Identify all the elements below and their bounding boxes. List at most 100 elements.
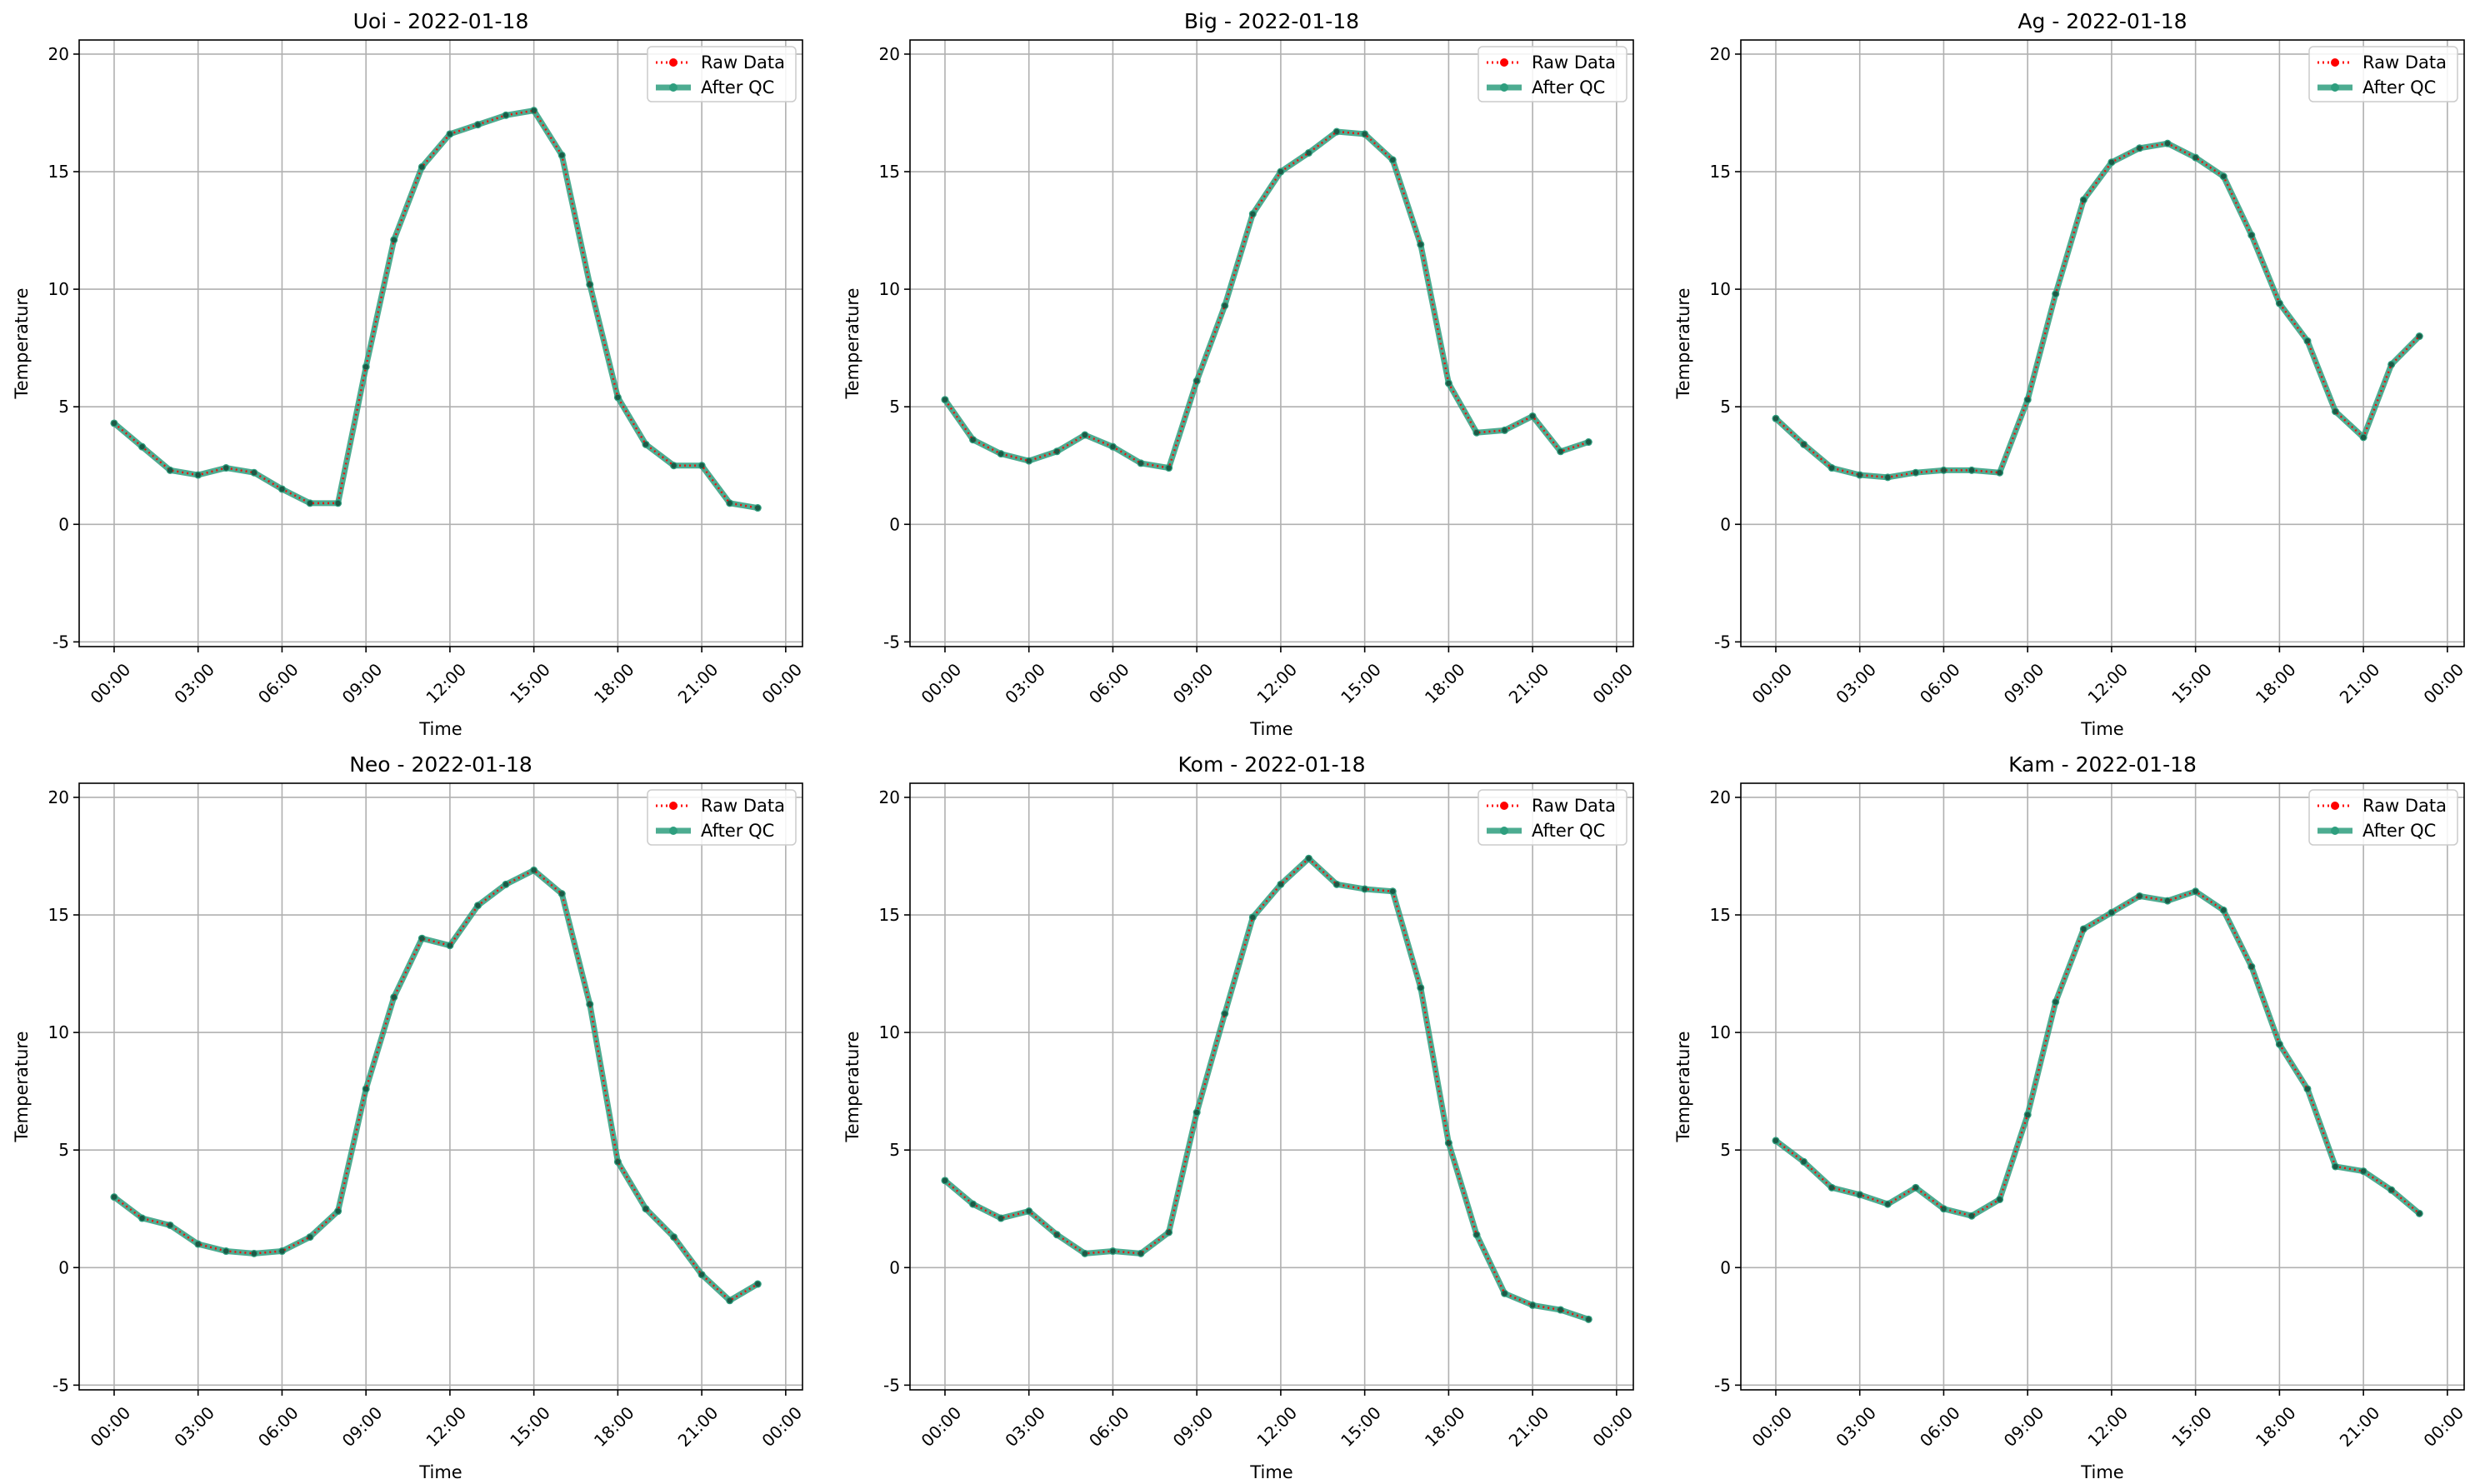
raw-data-point bbox=[1941, 467, 1947, 473]
y-tick-label: -5 bbox=[52, 1375, 69, 1395]
raw-data-point bbox=[1418, 242, 1424, 247]
raw-data-point bbox=[642, 1206, 649, 1212]
raw-data-point bbox=[2108, 909, 2115, 916]
x-tick-label: 21:00 bbox=[674, 659, 722, 707]
y-tick-label: 0 bbox=[889, 514, 900, 534]
y-tick-label: 0 bbox=[1720, 514, 1731, 534]
x-tick-label: 21:00 bbox=[674, 1402, 722, 1451]
x-tick-label: 18:00 bbox=[2252, 1402, 2300, 1451]
raw-data-point bbox=[755, 505, 761, 511]
x-tick-label: 00:00 bbox=[87, 659, 135, 707]
raw-data-point bbox=[1166, 1229, 1172, 1236]
raw-data-point bbox=[642, 442, 649, 447]
raw-data-point bbox=[1110, 443, 1116, 450]
raw-data-point bbox=[1968, 1212, 1975, 1219]
raw-data-point bbox=[139, 443, 145, 450]
raw-data-point bbox=[2164, 897, 2171, 904]
raw-data-point bbox=[942, 1177, 948, 1184]
x-tick-label: 00:00 bbox=[2419, 659, 2468, 707]
y-tick-label: 10 bbox=[879, 1022, 900, 1042]
x-tick-label: 12:00 bbox=[1252, 1402, 1301, 1451]
raw-data-point bbox=[335, 500, 341, 507]
series-line-raw-data bbox=[1775, 890, 2421, 1217]
x-tick-label: 09:00 bbox=[1169, 659, 1218, 707]
raw-data-point bbox=[111, 420, 118, 427]
raw-data-point bbox=[531, 867, 537, 873]
raw-data-point bbox=[167, 467, 173, 473]
raw-data-point bbox=[279, 1248, 285, 1254]
raw-data-point bbox=[1306, 856, 1312, 862]
y-tick-label: 20 bbox=[1710, 44, 1731, 64]
raw-data-point bbox=[307, 1234, 313, 1240]
y-tick-label: 5 bbox=[1720, 1140, 1731, 1160]
raw-data-point bbox=[1446, 1140, 1452, 1146]
y-tick-label: 15 bbox=[879, 905, 900, 925]
series-line-raw-data bbox=[1775, 142, 2421, 479]
raw-data-point bbox=[307, 500, 313, 507]
x-tick-label: 00:00 bbox=[758, 1402, 806, 1451]
axes-frame bbox=[78, 39, 803, 647]
y-tick-label: 0 bbox=[1720, 1257, 1731, 1277]
raw-data-point bbox=[1278, 882, 1284, 887]
raw-data-point bbox=[251, 469, 258, 476]
x-axis-label: Time bbox=[418, 1462, 462, 1482]
raw-data-point bbox=[671, 1234, 677, 1240]
raw-data-point bbox=[1502, 427, 1508, 433]
raw-data-point bbox=[2360, 434, 2367, 441]
series-line-after-qc bbox=[112, 867, 760, 1304]
y-tick-label: -5 bbox=[1714, 1375, 1731, 1395]
x-tick-label: 00:00 bbox=[758, 659, 806, 707]
raw-data-point bbox=[1193, 1109, 1200, 1116]
y-tick-label: 15 bbox=[1710, 905, 1731, 925]
raw-data-point bbox=[1306, 150, 1312, 156]
raw-data-point bbox=[223, 465, 229, 471]
x-tick-label: 03:00 bbox=[170, 1402, 218, 1451]
raw-data-point bbox=[2304, 1086, 2311, 1092]
legend-marker-raw-data bbox=[2331, 802, 2339, 810]
raw-data-point bbox=[1885, 474, 1891, 481]
x-tick-label: 12:00 bbox=[422, 1402, 470, 1451]
raw-data-point bbox=[727, 1297, 732, 1303]
legend-marker-raw-data bbox=[669, 802, 678, 810]
raw-data-point bbox=[2221, 907, 2227, 913]
y-tick-label: 0 bbox=[889, 1257, 900, 1277]
raw-data-point bbox=[671, 462, 677, 468]
legend-marker-after-qc bbox=[2331, 827, 2339, 835]
legend-marker-raw-data bbox=[1500, 802, 1508, 810]
raw-data-point bbox=[2332, 1163, 2338, 1170]
raw-data-point bbox=[2332, 408, 2338, 415]
x-axis-label: Time bbox=[1249, 719, 1292, 739]
x-tick-label: 00:00 bbox=[87, 1402, 135, 1451]
raw-data-point bbox=[2024, 397, 2031, 402]
x-tick-label: 06:00 bbox=[1916, 659, 1964, 707]
series-line-raw-data bbox=[943, 130, 1589, 469]
raw-data-point bbox=[942, 397, 948, 402]
y-tick-label: 15 bbox=[879, 162, 900, 182]
chart-title: Kam - 2022-01-18 bbox=[2008, 752, 2197, 777]
raw-data-point bbox=[362, 364, 369, 370]
raw-data-point bbox=[1772, 1137, 1779, 1144]
raw-data-point bbox=[1166, 465, 1172, 471]
raw-data-point bbox=[2388, 1187, 2394, 1193]
raw-data-point bbox=[1558, 448, 1563, 454]
raw-data-point bbox=[1586, 439, 1592, 445]
raw-data-point bbox=[1418, 985, 1424, 991]
y-tick-label: 20 bbox=[48, 44, 69, 64]
raw-data-point bbox=[1997, 469, 2002, 476]
raw-data-point bbox=[727, 500, 732, 507]
y-tick-label: 0 bbox=[58, 514, 69, 534]
raw-data-point bbox=[2052, 291, 2058, 297]
legend-marker-after-qc bbox=[669, 83, 678, 92]
x-tick-label: 06:00 bbox=[1085, 659, 1133, 707]
raw-data-point bbox=[475, 902, 481, 908]
series-line-after-qc bbox=[112, 107, 758, 511]
y-tick-label: -5 bbox=[883, 1375, 900, 1395]
x-tick-label: 00:00 bbox=[1588, 659, 1637, 707]
legend-label-after-qc: After QC bbox=[701, 77, 774, 97]
legend-label-after-qc: After QC bbox=[1532, 77, 1605, 97]
y-tick-label: 15 bbox=[1710, 162, 1731, 182]
y-tick-label: -5 bbox=[52, 632, 69, 652]
y-tick-label: 20 bbox=[879, 44, 900, 64]
x-tick-label: 03:00 bbox=[1832, 1402, 1880, 1451]
raw-data-point bbox=[111, 1194, 118, 1200]
